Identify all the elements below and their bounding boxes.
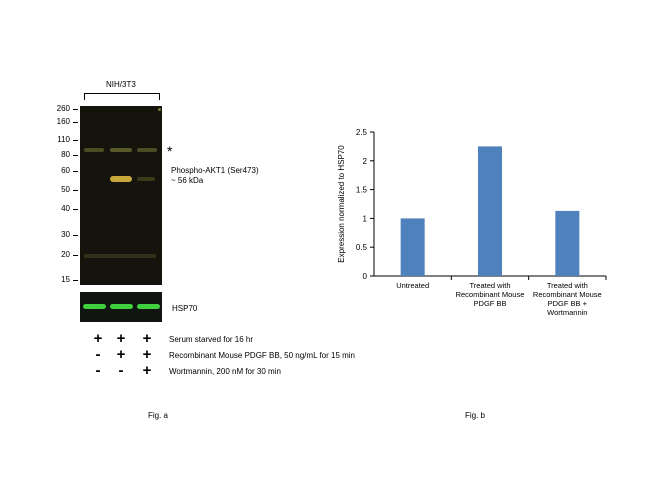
band-lane1-80kda [84,148,104,152]
treatment-sign-row3-lane2: - [118,362,124,379]
cell-line-label: NIH/3T3 [106,80,136,89]
mw-marker-80: 80 [61,150,70,159]
treatment-sign-row2-lane2: + [116,346,126,363]
treatment-sign-row3-lane3: + [142,362,152,379]
caption-fig-b: Fig. b [465,411,486,420]
treatment-sign-row2-lane3: + [142,346,152,363]
band-label-phospho-akt1: Phospho-AKT1 (Ser473) [171,166,259,175]
mw-marker-15: 15 [61,275,70,284]
y-tick-label-0.5: 0.5 [356,243,368,252]
y-tick-label-1: 1 [363,214,368,223]
band-lane3-80kda [137,148,157,152]
mw-tick-50 [73,190,78,191]
band-lane3-akt1 [137,177,155,181]
mw-tick-260 [73,109,78,110]
asterisk-marker: * [167,143,173,159]
mw-tick-20 [73,255,78,256]
y-tick-label-2.5: 2.5 [356,128,368,137]
mw-marker-40: 40 [61,204,70,213]
hsp-band-lane1 [83,304,106,309]
mw-marker-20: 20 [61,250,70,259]
treatment-sign-row2-lane1: - [95,346,101,363]
mw-marker-110: 110 [57,135,70,144]
mw-marker-160: 160 [56,117,70,126]
treatment-label-row2: Recombinant Mouse PDGF BB, 50 ng/mL for … [169,351,356,360]
hsp-band-lane2 [110,304,133,309]
mw-tick-15 [73,280,78,281]
treatment-sign-row1-lane2: + [116,330,126,347]
bar-3 [555,210,580,276]
x-tick-label-2: Treated with Recombinant Mouse PDGF BB [456,281,525,308]
y-tick-label-0: 0 [363,272,368,281]
band-label-mw: ~ 56 kDa [171,176,204,185]
mw-marker-260: 260 [56,104,70,113]
treatment-sign-row1-lane1: + [93,330,103,347]
band-lane2-80kda [110,148,132,152]
cell-line-bracket [84,93,160,100]
treatment-sign-row3-lane1: - [95,362,101,379]
mw-tick-80 [73,155,78,156]
mw-marker-60: 60 [61,166,70,175]
x-tick-label-3: Treated with Recombinant Mouse PDGF BB + Wo… [533,281,602,317]
mw-marker-30: 30 [61,230,70,239]
mw-tick-30 [73,235,78,236]
y-axis-label: Expression normalized to HSP70 [337,145,346,263]
band-lane2-akt1 [110,176,132,182]
treatment-sign-row1-lane3: + [142,330,152,347]
mw-tick-40 [73,209,78,210]
western-blot-hsp70 [80,292,162,322]
hsp-band-lane3 [137,304,160,309]
y-tick-label-1.5: 1.5 [356,186,368,195]
hsp70-label: HSP70 [172,304,198,313]
x-tick-label-1: Untreated [396,281,429,290]
band-marker-dot [158,108,161,111]
y-tick-label-2: 2 [363,157,368,166]
bar-1 [400,218,425,276]
bar-2 [478,146,502,276]
caption-fig-a: Fig. a [148,411,169,420]
band-lane1-20kda [84,254,156,258]
mw-tick-110 [73,140,78,141]
mw-tick-160 [73,122,78,123]
expression-bar-chart: 0 0.5 1 1.5 2 2.5 Expression normalized to HSP… [337,128,607,317]
treatment-label-row1: Serum starved for 16 hr [169,335,254,344]
western-blot-phospho-akt1 [80,106,162,285]
mw-tick-60 [73,171,78,172]
treatment-label-row3: Wortmannin, 200 nM for 30 min [169,367,281,376]
mw-marker-50: 50 [61,185,70,194]
